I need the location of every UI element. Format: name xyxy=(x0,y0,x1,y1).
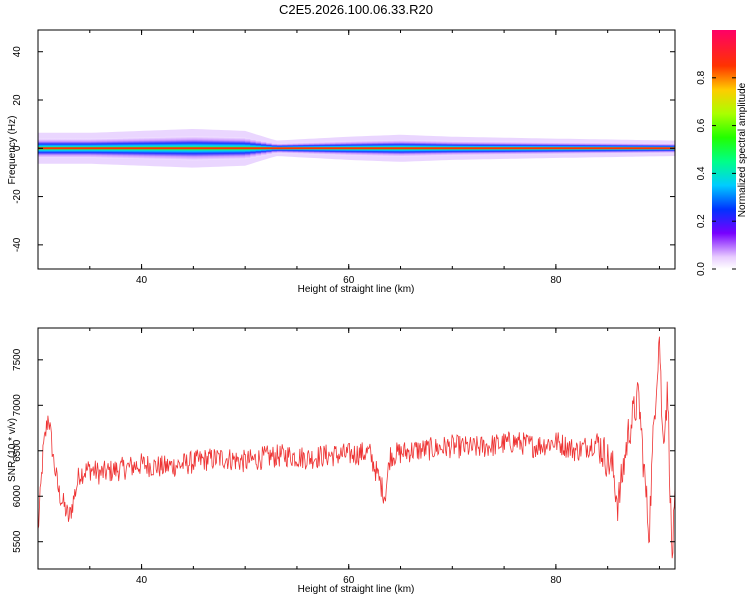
heatmap-xtick-label: 60 xyxy=(343,275,355,286)
snr-ytick-label: 6000 xyxy=(12,485,23,508)
colorbar-tick-label: 0.6 xyxy=(696,118,707,132)
snr-ylabel: SNR (10 * v/v) xyxy=(7,418,18,482)
heatmap-ylabel: Frequency (Hz) xyxy=(7,116,18,185)
heatmap-xlabel: Height of straight line (km) xyxy=(298,284,415,295)
snr-plot-frame xyxy=(37,327,676,570)
snr-panel: 40 60 80 5500 6000 6500 7000 7500 Height of str… xyxy=(7,327,676,595)
snr-xtick-label: 40 xyxy=(136,575,148,586)
figure-title: C2E5.2026.100.06.33.R20 xyxy=(279,2,433,17)
heatmap-ytick-label: 20 xyxy=(12,94,23,106)
heatmap-ytick-label: -20 xyxy=(12,189,23,204)
colorbar-tick-label: 0.2 xyxy=(696,214,707,228)
heatmap-xtick-label: 40 xyxy=(136,275,148,286)
heatmap-ytick-label: 40 xyxy=(12,46,23,58)
snr-line xyxy=(38,336,675,559)
heatmap-ytick-label: -40 xyxy=(12,237,23,252)
heatmap-xtick-label: 80 xyxy=(550,275,562,286)
colorbar: 0.0 0.2 0.4 0.6 0.8 Normalized spectral ampl… xyxy=(696,30,748,276)
heatmap-plot-frame xyxy=(37,29,676,270)
heatmap-panel: 40 60 80 -40 -20 0 20 40 Height of straight lin… xyxy=(7,29,676,295)
colorbar-gradient xyxy=(712,30,736,269)
snr-xtick-label: 80 xyxy=(550,575,562,586)
heatmap-ytick-label: 0 xyxy=(12,145,23,151)
snr-ytick-label: 7000 xyxy=(12,394,23,417)
colorbar-tick-label: 0.8 xyxy=(696,70,707,84)
colorbar-label: Normalized spectral amplitude xyxy=(737,82,748,217)
colorbar-tick-label: 0.4 xyxy=(696,166,707,180)
snr-ytick-label: 5500 xyxy=(12,530,23,553)
colorbar-tick-label: 0.0 xyxy=(696,262,707,276)
snr-ytick-label: 6500 xyxy=(12,439,23,462)
snr-xtick-label: 60 xyxy=(343,575,355,586)
snr-xlabel: Height of straight line (km) xyxy=(298,584,415,595)
snr-ytick-label: 7500 xyxy=(12,348,23,371)
